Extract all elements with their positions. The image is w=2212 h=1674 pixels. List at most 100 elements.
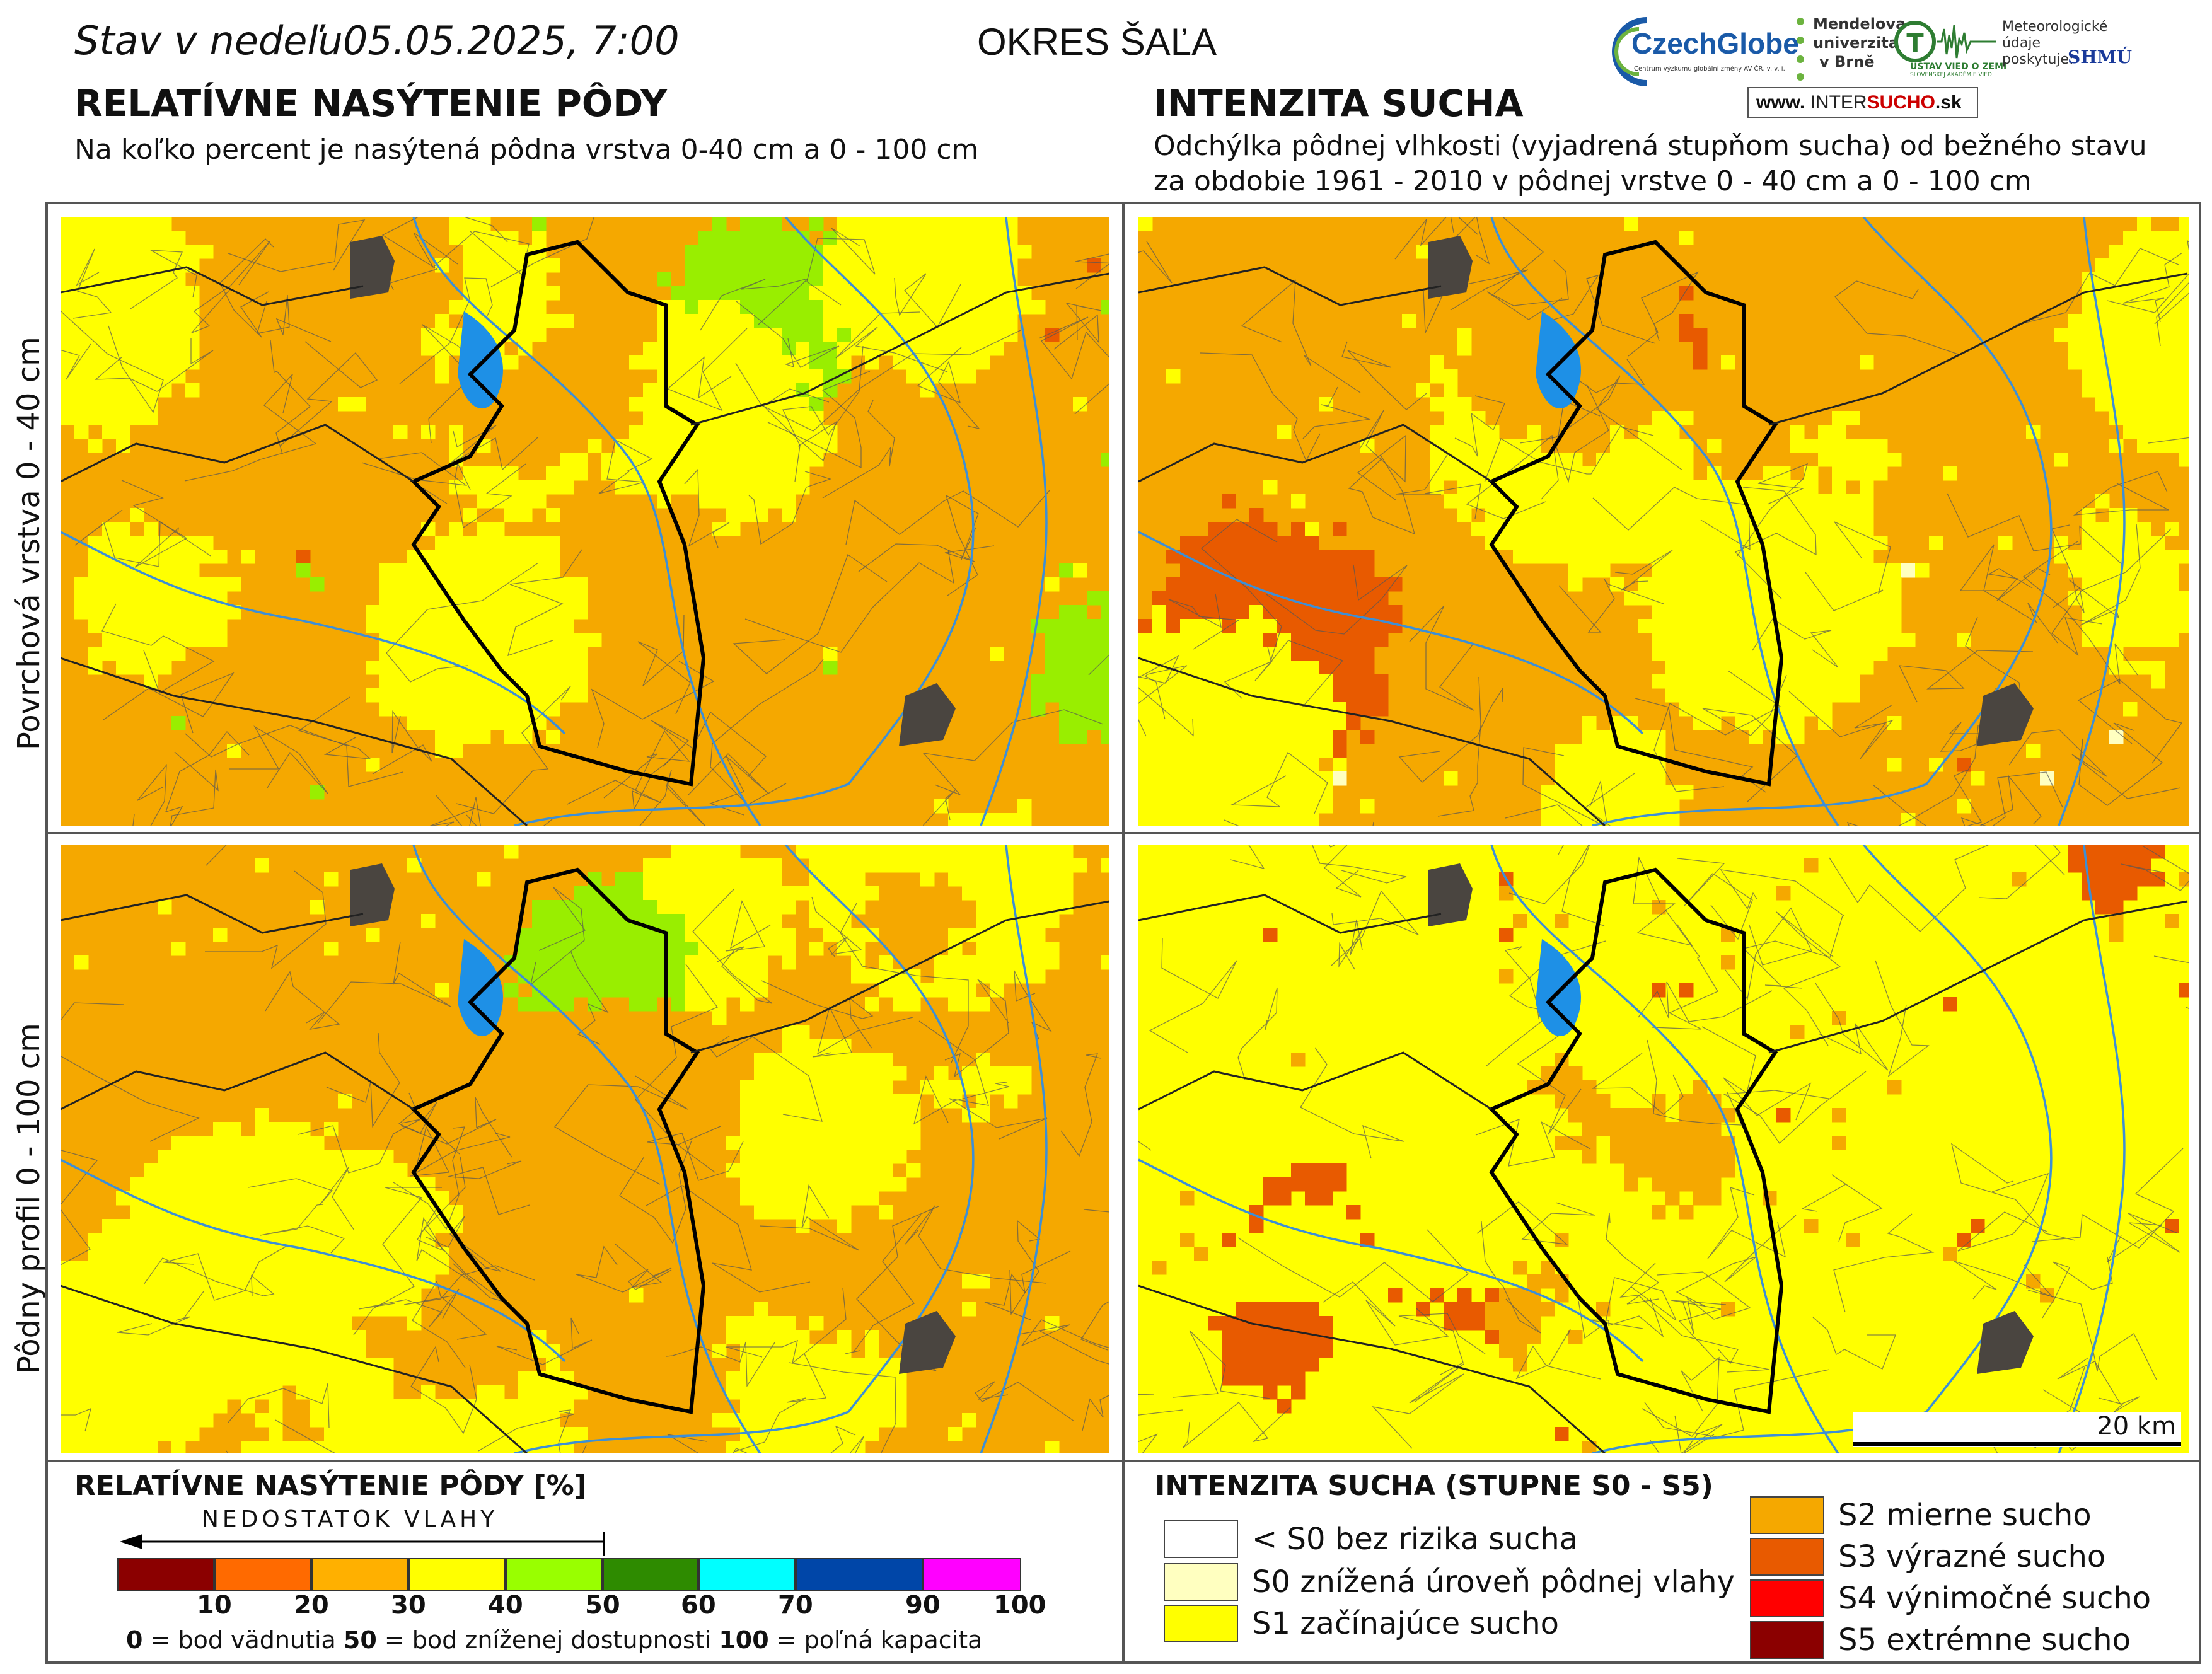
map-canvas (1138, 217, 2189, 826)
legend-saturation-tick: 100 (993, 1591, 1046, 1620)
raster-cells (1138, 217, 2189, 826)
map-canvas (1138, 845, 2189, 1453)
mendelu-line3: v Brně (1819, 53, 1875, 71)
scalebar-label: 20 km (2097, 1412, 2176, 1441)
town-area (1428, 863, 1473, 926)
intersucho-prefix: www. (1756, 92, 1805, 113)
legend-saturation-swatch (117, 1558, 214, 1591)
town-area (899, 1311, 956, 1374)
district-title: OKRES ŠAĽA (977, 21, 1217, 63)
legend-drought-swatch (1164, 1563, 1238, 1601)
legend-drought-label: S1 začínajúce sucho (1252, 1606, 1559, 1641)
map-saturation-0-40cm (61, 217, 1109, 826)
intersucho-logo: www. INTERSUCHO.sk (1747, 87, 1978, 118)
legend-drought-label: S0 znížená úroveň pôdnej vlahy (1252, 1564, 1735, 1600)
seismograph-icon: T (1894, 21, 1996, 62)
svg-text:T: T (1906, 29, 1924, 58)
legend-drought-label: < S0 bez rizika sucha (1252, 1521, 1578, 1557)
map-saturation-0-100cm (61, 845, 1109, 1453)
legend-drought-swatch (1164, 1605, 1238, 1642)
legend-saturation-tick: 50 (585, 1591, 620, 1620)
scalebar-line (1853, 1442, 2181, 1446)
map-canvas (61, 845, 1109, 1453)
status-prefix: Stav v nedeľu (74, 18, 343, 64)
ustav-text: ÚSTAV VIED O ZEMI (1910, 62, 2007, 72)
town-area (1977, 683, 2034, 746)
district-boundary (1488, 240, 1784, 787)
czechglobe-logo-icon (1612, 17, 1647, 86)
municipal-boundaries (1138, 217, 2189, 826)
ustav-logo: T ÚSTAV VIED O ZEMI SLOVENSKEJ AKADÉMIE … (1892, 16, 2006, 79)
note-n2: 50 (343, 1626, 377, 1654)
legend-saturation-swatch (923, 1558, 1021, 1591)
status-datetime: 05.05.2025, 7:00 (342, 18, 680, 64)
note-t3: = poľná kapacita (768, 1626, 983, 1654)
legend-saturation-tick: 40 (488, 1591, 523, 1620)
note-n3: 100 (719, 1626, 769, 1654)
legend-drought-swatch (1750, 1579, 1824, 1617)
legend-saturation-swatch (506, 1558, 603, 1591)
mendelu-dots-icon (1797, 18, 1804, 81)
legend-drought-label: S4 výnimočné sucho (1838, 1581, 2151, 1616)
legend-saturation-note: 0 = bod vädnutia 50 = bod zníženej dostu… (126, 1626, 982, 1654)
ustav-subtext: SLOVENSKEJ AKADÉMIE VIED (1910, 72, 1992, 78)
meteo-line1: Meteorologické (2002, 19, 2108, 35)
rivers (61, 217, 1048, 826)
reservoir (458, 311, 503, 409)
district-boundary (410, 867, 706, 1414)
note-t1: = bod vädnutia (142, 1626, 336, 1654)
mendelu-line2: univerzita (1813, 34, 1899, 52)
neighbour-district-boundaries (61, 266, 1109, 826)
legend-saturation-swatch (311, 1558, 408, 1591)
raster-cells (61, 845, 1109, 1453)
legend-saturation-tick: 90 (905, 1591, 941, 1620)
czechglobe-logo: CzechGlobe Centrum výzkumu globální změn… (1609, 13, 1799, 88)
czechglobe-text: CzechGlobe (1631, 27, 1799, 60)
scalebar: 20 km (1853, 1412, 2181, 1447)
legend-drought-label: S3 výrazné sucho (1838, 1539, 2106, 1574)
rivers (1138, 845, 2126, 1453)
municipal-boundaries (1138, 845, 2189, 1453)
legend-drought-label: S2 mierne sucho (1838, 1498, 2092, 1533)
row-label-top: Povrchová vrstva 0 - 40 cm (11, 337, 47, 750)
left-section-title: RELATÍVNE NASÝTENIE PÔDY (74, 82, 668, 125)
legend-drought-title: INTENZITA SUCHA (STUPNE S0 - S5) (1155, 1470, 1713, 1502)
mendelu-line1: Mendelova (1813, 15, 1906, 33)
neighbour-district-boundaries (61, 894, 1109, 1453)
town-area (1428, 236, 1473, 299)
meteo-line3: poskytuje: (2002, 52, 2074, 67)
map-drought-0-40cm (1138, 217, 2189, 826)
row-label-bottom: Pôdny profil 0 - 100 cm (11, 1023, 47, 1374)
right-section-subtitle-line1: Odchýlka pôdnej vlhkosti (vyjadrená stup… (1154, 130, 2147, 162)
frame-divider-middle (45, 832, 2201, 834)
legend-drought-swatch (1750, 1496, 1824, 1534)
intersucho-suffix: .sk (1935, 92, 1962, 113)
legend-saturation-swatch (214, 1558, 311, 1591)
district-boundary (1488, 867, 1784, 1414)
legend-drought-swatch (1750, 1538, 1824, 1576)
mendelu-logo: Mendelova univerzita v Brně (1794, 15, 1906, 84)
raster-cells (61, 217, 1109, 826)
note-t2: = bod zníženej dostupnosti (376, 1626, 712, 1654)
legend-drought-swatch (1164, 1520, 1238, 1558)
legend-arrow-label: NEDOSTATOK VLAHY (202, 1506, 499, 1532)
frame-divider-vertical (1122, 202, 1125, 1664)
town-area (350, 863, 395, 926)
legend-arrow: NEDOSTATOK VLAHY (120, 1506, 605, 1557)
left-section-subtitle: Na koľko percent je nasýtená pôdna vrstv… (74, 134, 979, 166)
town-area (899, 683, 956, 746)
meteo-provider: Meteorologické údaje poskytuje: SHMÚ (2002, 19, 2132, 82)
right-section-subtitle-line2: za obdobie 1961 - 2010 v pôdnej vrstve 0… (1154, 165, 2032, 197)
reservoir (1536, 311, 1581, 409)
legend-saturation-tick: 10 (197, 1591, 232, 1620)
district-boundary (410, 240, 706, 787)
legend-saturation-swatch (796, 1558, 923, 1591)
legend-saturation-tick: 60 (681, 1591, 716, 1620)
right-section-title: INTENZITA SUCHA (1154, 82, 1524, 125)
rivers (1138, 217, 2126, 826)
status-line: Stav v nedeľu05.05.2025, 7:00 (74, 18, 680, 64)
legend-saturation-tick: 30 (391, 1591, 426, 1620)
legend-saturation-swatch (408, 1558, 506, 1591)
intersucho-a: INTER (1810, 92, 1867, 113)
legend-saturation-tick: 20 (294, 1591, 329, 1620)
